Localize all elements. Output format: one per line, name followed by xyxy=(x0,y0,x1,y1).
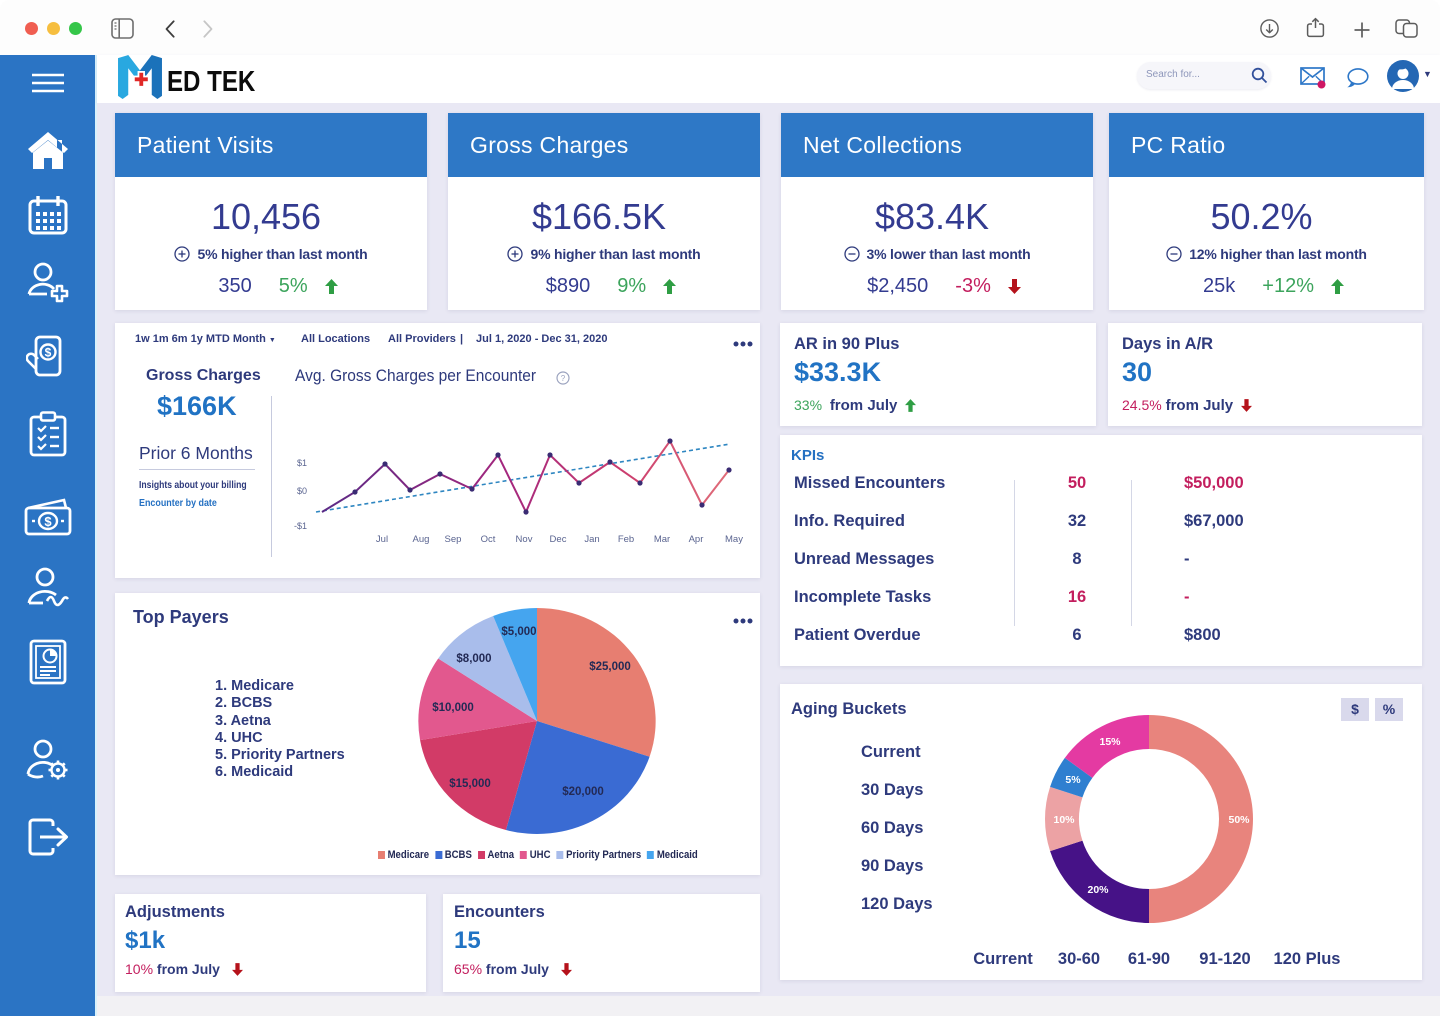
svg-text:$: $ xyxy=(44,346,51,360)
svg-text:$8,000: $8,000 xyxy=(456,653,491,665)
svg-text:Nov: Nov xyxy=(516,534,533,545)
svg-text:Sep: Sep xyxy=(445,534,462,545)
svg-text:?: ? xyxy=(561,374,566,383)
svg-text:10%: 10% xyxy=(1053,814,1075,826)
svg-text:$25,000: $25,000 xyxy=(589,661,631,673)
svg-text:20%: 20% xyxy=(1087,884,1109,896)
svg-text:Mar: Mar xyxy=(654,534,670,545)
svg-text:May: May xyxy=(725,534,743,545)
svg-text:$0: $0 xyxy=(297,486,307,496)
svg-text:$1: $1 xyxy=(297,458,307,468)
svg-text:Oct: Oct xyxy=(481,534,496,545)
svg-text:Apr: Apr xyxy=(689,534,704,545)
svg-text:$20,000: $20,000 xyxy=(562,786,604,798)
svg-text:15%: 15% xyxy=(1099,736,1121,748)
svg-text:Jul: Jul xyxy=(376,534,388,545)
svg-text:Feb: Feb xyxy=(618,534,634,545)
svg-text:Aug: Aug xyxy=(413,534,430,545)
svg-text:50%: 50% xyxy=(1228,814,1250,826)
svg-text:-$1: -$1 xyxy=(294,521,307,531)
svg-text:$10,000: $10,000 xyxy=(432,702,474,714)
svg-text:$15,000: $15,000 xyxy=(449,778,491,790)
svg-text:$: $ xyxy=(44,514,52,529)
svg-text:5%: 5% xyxy=(1065,774,1081,786)
svg-text:Jan: Jan xyxy=(584,534,599,545)
svg-text:Dec: Dec xyxy=(550,534,567,545)
svg-text:$5,000: $5,000 xyxy=(501,626,536,638)
